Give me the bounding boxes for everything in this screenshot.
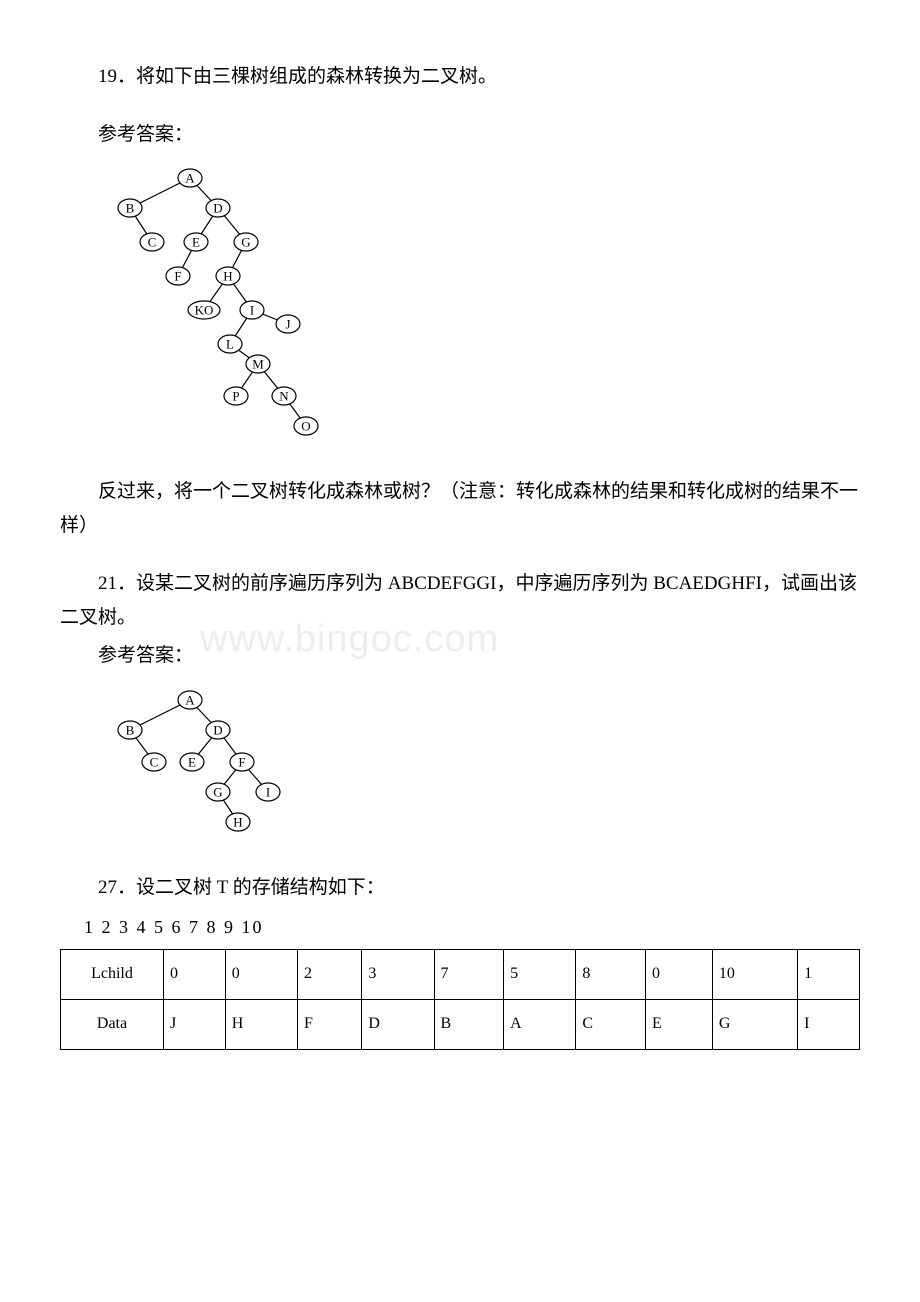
svg-text:D: D xyxy=(213,722,222,737)
svg-text:H: H xyxy=(233,814,242,829)
q19-followup: 反过来，将一个二叉树转化成森林或树？（注意：转化成森林的结果和转化成树的结果不一… xyxy=(60,475,860,543)
table-cell: F xyxy=(297,1000,361,1050)
table-cell: 1 xyxy=(798,950,860,1000)
table-cell: 2 xyxy=(297,950,361,1000)
svg-text:E: E xyxy=(192,235,200,250)
svg-text:L: L xyxy=(226,337,234,352)
row-head-data: Data xyxy=(61,1000,164,1050)
table-row: Data J H F D B A C E G I xyxy=(61,1000,860,1050)
table-row: Lchild 0 0 2 3 7 5 8 0 10 1 xyxy=(61,950,860,1000)
table-cell: 3 xyxy=(362,950,434,1000)
svg-text:B: B xyxy=(126,722,135,737)
svg-text:A: A xyxy=(185,171,195,186)
table-cell: 10 xyxy=(712,950,797,1000)
row-head-lchild: Lchild xyxy=(61,950,164,1000)
q21-tree-diagram: A B D C E F G I H xyxy=(100,686,860,853)
q19-tree-svg: A B D C E G F H KO I J L M P NO xyxy=(100,164,340,444)
svg-text:N: N xyxy=(279,389,289,404)
table-cell: I xyxy=(798,1000,860,1050)
svg-text:G: G xyxy=(213,784,222,799)
table-cell: C xyxy=(576,1000,646,1050)
table-cell: B xyxy=(434,1000,504,1050)
svg-text:G: G xyxy=(241,235,250,250)
q21-prompt: 21．设某二叉树的前序遍历序列为 ABCDEFGGI，中序遍历序列为 BCAED… xyxy=(60,567,860,635)
table-cell: A xyxy=(504,1000,576,1050)
q19-tree-diagram: A B D C E G F H KO I J L M P NO xyxy=(100,164,860,456)
svg-text:O: O xyxy=(301,419,310,434)
table-cell: E xyxy=(645,1000,712,1050)
q27-column-sequence: 1 2 3 4 5 6 7 8 9 10 xyxy=(84,911,860,943)
svg-text:C: C xyxy=(148,235,157,250)
table-cell: G xyxy=(712,1000,797,1050)
svg-text:A: A xyxy=(185,692,195,707)
svg-text:C: C xyxy=(150,754,159,769)
table-cell: 7 xyxy=(434,950,504,1000)
svg-text:I: I xyxy=(266,784,270,799)
q27-prompt: 27．设二叉树 T 的存储结构如下： xyxy=(60,871,860,905)
table-cell: 5 xyxy=(504,950,576,1000)
svg-text:P: P xyxy=(232,389,239,404)
svg-text:B: B xyxy=(126,201,135,216)
q19-prompt: 19．将如下由三棵树组成的森林转换为二叉树。 xyxy=(60,60,860,94)
q19-answer-label: 参考答案： xyxy=(60,118,860,152)
q21-tree-svg: A B D C E F G I H xyxy=(100,686,300,841)
svg-text:F: F xyxy=(238,754,245,769)
svg-text:KO: KO xyxy=(195,303,214,318)
svg-text:F: F xyxy=(174,269,181,284)
svg-text:M: M xyxy=(252,357,264,372)
table-cell: J xyxy=(164,1000,226,1050)
table-cell: H xyxy=(225,1000,297,1050)
q21-answer-label: 参考答案： xyxy=(60,639,860,673)
svg-text:H: H xyxy=(223,269,232,284)
table-cell: 0 xyxy=(645,950,712,1000)
svg-text:J: J xyxy=(285,317,290,332)
table-cell: 0 xyxy=(225,950,297,1000)
table-cell: 8 xyxy=(576,950,646,1000)
svg-text:D: D xyxy=(213,201,222,216)
table-cell: 0 xyxy=(164,950,226,1000)
svg-text:E: E xyxy=(188,754,196,769)
table-cell: D xyxy=(362,1000,434,1050)
q27-storage-table: Lchild 0 0 2 3 7 5 8 0 10 1 Data J H F D… xyxy=(60,949,860,1050)
svg-text:I: I xyxy=(250,303,254,318)
